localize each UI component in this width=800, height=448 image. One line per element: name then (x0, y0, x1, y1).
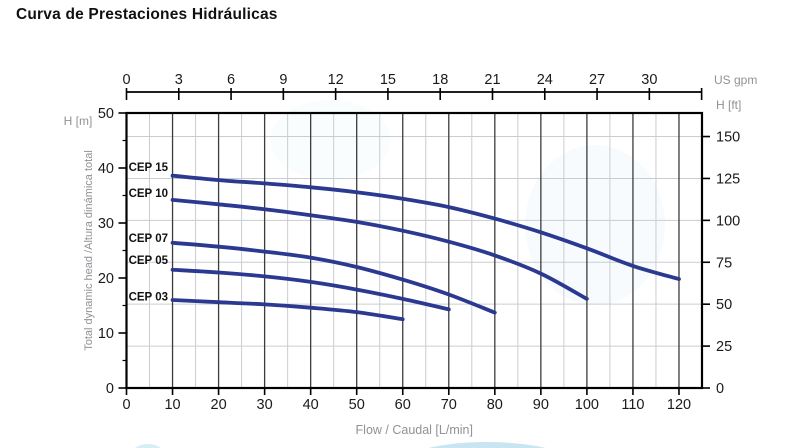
curve-cep-05 (170, 267, 451, 312)
background-tint (525, 145, 665, 305)
left-axis-tick-label: 0 (106, 381, 114, 397)
top-axis-tick-label: 21 (484, 72, 500, 88)
left-axis-tick-label: 10 (98, 326, 114, 342)
bottom-axis-tick-label: 0 (122, 397, 130, 413)
top-axis-tick-label: 27 (589, 72, 605, 88)
page-title: Curva de Prestaciones Hidráulicas (16, 6, 278, 23)
top-axis-tick-label: 15 (380, 72, 396, 88)
bottom-axis-tick-label: 100 (575, 397, 599, 413)
right-axis-tick-label: 0 (716, 381, 724, 397)
curve-label-cep-03: CEP 03 (129, 292, 168, 304)
top-axis-unit-label: US gpm (714, 73, 757, 87)
top-axis-tick-label: 12 (328, 72, 344, 88)
bottom-axis-tick-label: 50 (349, 397, 365, 413)
top-axis-tick-label: 6 (227, 72, 235, 88)
curve-label-cep-10: CEP 10 (129, 188, 168, 200)
background-tint (270, 100, 390, 180)
curve-cep-10 (170, 198, 589, 301)
right-axis-tick-label: 50 (716, 297, 732, 313)
curve-label-cep-07: CEP 07 (129, 233, 168, 245)
right-axis-unit-label: H [ft] (716, 98, 741, 112)
bottom-axis-tick-label: 20 (211, 397, 227, 413)
bottom-axis-tick-label: 10 (164, 397, 180, 413)
bottom-axis-tick-label: 120 (667, 397, 691, 413)
right-axis-tick-label: 75 (716, 255, 732, 271)
top-axis-tick-label: 24 (537, 72, 553, 88)
right-axis-tick-label: 125 (716, 171, 740, 187)
top-axis-tick-label: 30 (641, 72, 657, 88)
right-axis-tick-label: 150 (716, 130, 740, 146)
top-axis-tick-label: 3 (175, 72, 183, 88)
bottom-axis-title: Flow / Caudal [L/min] (356, 423, 473, 437)
decor-arc-small-icon (134, 444, 162, 448)
bottom-axis-tick-label: 80 (487, 397, 503, 413)
bottom-axis-tick-label: 40 (303, 397, 319, 413)
right-axis-tick-label: 25 (716, 339, 732, 355)
top-axis-tick-label: 18 (432, 72, 448, 88)
left-axis-tick-label: 40 (98, 161, 114, 177)
curve-cep-07 (170, 240, 497, 315)
bottom-axis-tick-label: 60 (395, 397, 411, 413)
bottom-axis-tick-label: 110 (621, 397, 644, 413)
curve-cep-03 (170, 298, 405, 322)
curve-cep-15 (170, 173, 681, 281)
bottom-axis-tick-label: 30 (257, 397, 273, 413)
bottom-axis-tick-label: 90 (533, 397, 549, 413)
left-axis-unit-label: H [m] (64, 114, 93, 128)
top-axis-tick-label: 0 (122, 72, 130, 88)
left-axis-title: Total dynamic head /Altura dinámica tota… (83, 150, 95, 351)
bottom-axis-tick-label: 70 (441, 397, 457, 413)
curve-label-cep-15: CEP 15 (129, 162, 169, 174)
left-axis-tick-label: 30 (98, 216, 114, 232)
right-axis-tick-label: 100 (716, 213, 740, 229)
top-axis-tick-label: 9 (279, 72, 287, 88)
decor-arc-large-icon (428, 442, 546, 448)
left-axis-tick-label: 50 (98, 106, 114, 122)
left-axis-tick-label: 20 (98, 271, 114, 287)
curve-label-cep-05: CEP 05 (129, 255, 169, 267)
